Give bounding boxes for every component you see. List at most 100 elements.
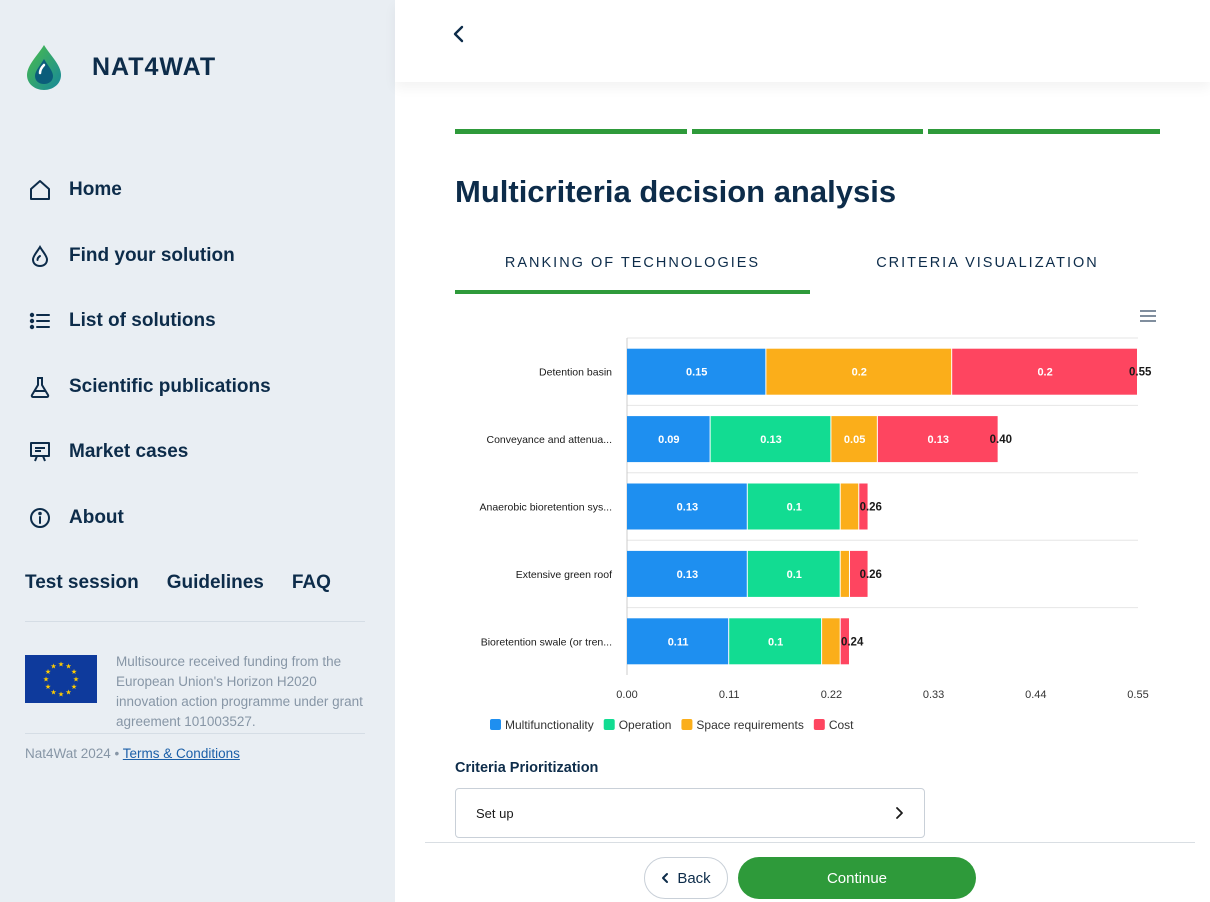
secondary-links: Test session Guidelines FAQ [25, 572, 331, 594]
eu-flag: ★ ★ ★ ★ ★ ★ ★ ★ ★ ★ ★ ★ [25, 655, 97, 703]
bar-total-label: 0.40 [990, 434, 1012, 446]
bar-value-label: 0.2 [852, 367, 867, 379]
progress-step [691, 129, 924, 134]
hamburger-menu-icon[interactable] [1139, 309, 1157, 323]
x-tick-label: 0.11 [719, 689, 740, 701]
progress-step [928, 129, 1161, 134]
brand[interactable]: NAT4WAT [25, 43, 216, 91]
nav-item-home[interactable]: Home [26, 168, 366, 212]
bar-segment [822, 618, 840, 665]
terms-link[interactable]: Terms & Conditions [122, 746, 240, 761]
bar-segment [627, 348, 766, 395]
bar-segment [627, 618, 729, 665]
category-label: Conveyance and attenua... [486, 434, 612, 446]
legend-swatch [603, 719, 615, 730]
bar-total-label: 0.55 [1129, 367, 1152, 379]
x-tick-label: 0.44 [1025, 689, 1046, 701]
bar-total-label: 0.24 [841, 636, 864, 648]
top-bar [395, 0, 1210, 82]
legend-label: Multifunctionality [505, 718, 594, 732]
bar-segment [840, 483, 859, 530]
bar-segment [627, 550, 747, 597]
eu-star: ★ [58, 661, 64, 669]
footer: Nat4Wat 2024 • Terms & Conditions [25, 746, 240, 761]
back-label: Back [677, 869, 711, 887]
legend-label: Cost [829, 718, 854, 732]
eu-star: ★ [65, 688, 71, 696]
nav-item-list-of-solutions[interactable]: List of solutions [26, 299, 366, 343]
bar-segment [627, 483, 747, 530]
nav-label: Find your solution [69, 244, 235, 266]
bar-value-label: 0.09 [658, 434, 679, 446]
nav-item-scientific-publications[interactable]: Scientific publications [26, 365, 366, 409]
bar-value-label: 0.13 [760, 434, 781, 446]
bar-segment [877, 416, 998, 463]
bar-segment [831, 416, 877, 463]
legend-swatch [813, 719, 825, 730]
eu-star: ★ [71, 668, 77, 676]
category-label: Anaerobic bioretention sys... [480, 502, 613, 514]
water-drop-logo-icon [27, 45, 61, 90]
brand-name: NAT4WAT [92, 52, 217, 81]
x-tick-label: 0.22 [821, 689, 842, 701]
bar-value-label: 0.13 [928, 434, 949, 446]
setup-row[interactable]: Set up [455, 788, 925, 838]
bar-value-label: 0.1 [787, 502, 802, 514]
bar-segment [840, 618, 849, 665]
bar-value-label: 0.1 [768, 636, 783, 648]
nav-label: About [69, 506, 124, 528]
copyright-text: Nat4Wat 2024 • [25, 746, 123, 761]
presentation-icon [26, 438, 54, 466]
back-button[interactable]: Back [644, 857, 728, 899]
tab-criteria-visualization[interactable]: CRITERIA VISUALIZATION [876, 255, 1099, 271]
sidebar: NAT4WAT Home Find your solution List of … [0, 0, 395, 902]
bar-segment [859, 483, 868, 530]
x-tick-label: 0.33 [923, 689, 944, 701]
link-test-session[interactable]: Test session [25, 572, 139, 593]
continue-button[interactable]: Continue [738, 857, 976, 899]
bar-segment [952, 348, 1137, 395]
bar-total-label: 0.26 [860, 569, 882, 581]
bar-value-label: 0.15 [686, 367, 707, 379]
drop-icon [26, 242, 54, 270]
category-label: Detention basin [539, 367, 612, 379]
page-title: Multicriteria decision analysis [455, 174, 897, 209]
tab-ranking-of-technologies[interactable]: RANKING OF TECHNOLOGIES [455, 240, 810, 294]
link-faq[interactable]: FAQ [291, 572, 331, 593]
bar-value-label: 0.13 [677, 569, 698, 581]
bar-value-label: 0.11 [668, 636, 689, 648]
sidebar-divider [25, 621, 365, 622]
progress-step [455, 129, 687, 134]
chevron-left-icon[interactable] [452, 24, 466, 44]
nav-label: List of solutions [69, 310, 216, 331]
legend-label: Space requirements [696, 718, 803, 732]
eu-star: ★ [50, 688, 56, 696]
footer-divider [425, 842, 1195, 843]
funding-text: Multisource received funding from the Eu… [116, 654, 363, 729]
info-icon [26, 504, 54, 532]
continue-label: Continue [826, 869, 888, 887]
bar-segment [849, 550, 868, 597]
bar-segment [627, 416, 710, 463]
setup-label: Set up [476, 805, 514, 821]
bar-segment [747, 483, 840, 530]
nav-item-market-cases[interactable]: Market cases [26, 430, 366, 474]
x-tick-label: 0.55 [1127, 689, 1148, 701]
nav-label: Home [69, 179, 122, 200]
criteria-prioritization-title: Criteria Prioritization [455, 760, 599, 776]
ranking-chart: Detention basin 0.15 0.2 0.2 0.55 Conveyance … [480, 337, 1152, 732]
eu-star: ★ [58, 691, 64, 699]
sidebar-divider [25, 733, 365, 734]
nav-item-about[interactable]: About [26, 496, 366, 540]
eu-star: ★ [45, 668, 51, 676]
flask-icon [26, 373, 54, 401]
eu-star: ★ [43, 676, 49, 684]
link-guidelines[interactable]: Guidelines [166, 572, 264, 593]
nav-item-find-your-solution[interactable]: Find your solution [26, 234, 366, 278]
bar-value-label: 0.05 [844, 434, 865, 446]
bar-segment [710, 416, 831, 463]
bar-value-label: 0.13 [677, 502, 698, 514]
list-icon [26, 307, 54, 335]
bar-segment [766, 348, 952, 395]
eu-star: ★ [45, 683, 51, 691]
